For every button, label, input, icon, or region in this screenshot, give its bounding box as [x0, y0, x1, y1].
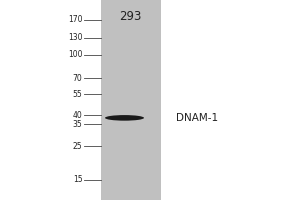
- Bar: [100, 0, 160, 200]
- Text: 35: 35: [73, 120, 82, 129]
- Ellipse shape: [105, 115, 144, 121]
- Text: 40: 40: [73, 111, 82, 120]
- Text: DNAM-1: DNAM-1: [176, 113, 218, 123]
- Text: 130: 130: [68, 33, 83, 42]
- Text: 170: 170: [68, 16, 83, 24]
- Text: 55: 55: [73, 90, 82, 99]
- Text: 25: 25: [73, 142, 82, 151]
- Text: 293: 293: [119, 10, 142, 23]
- Text: 100: 100: [68, 50, 83, 59]
- Text: 70: 70: [73, 74, 82, 83]
- Text: 15: 15: [73, 176, 82, 184]
